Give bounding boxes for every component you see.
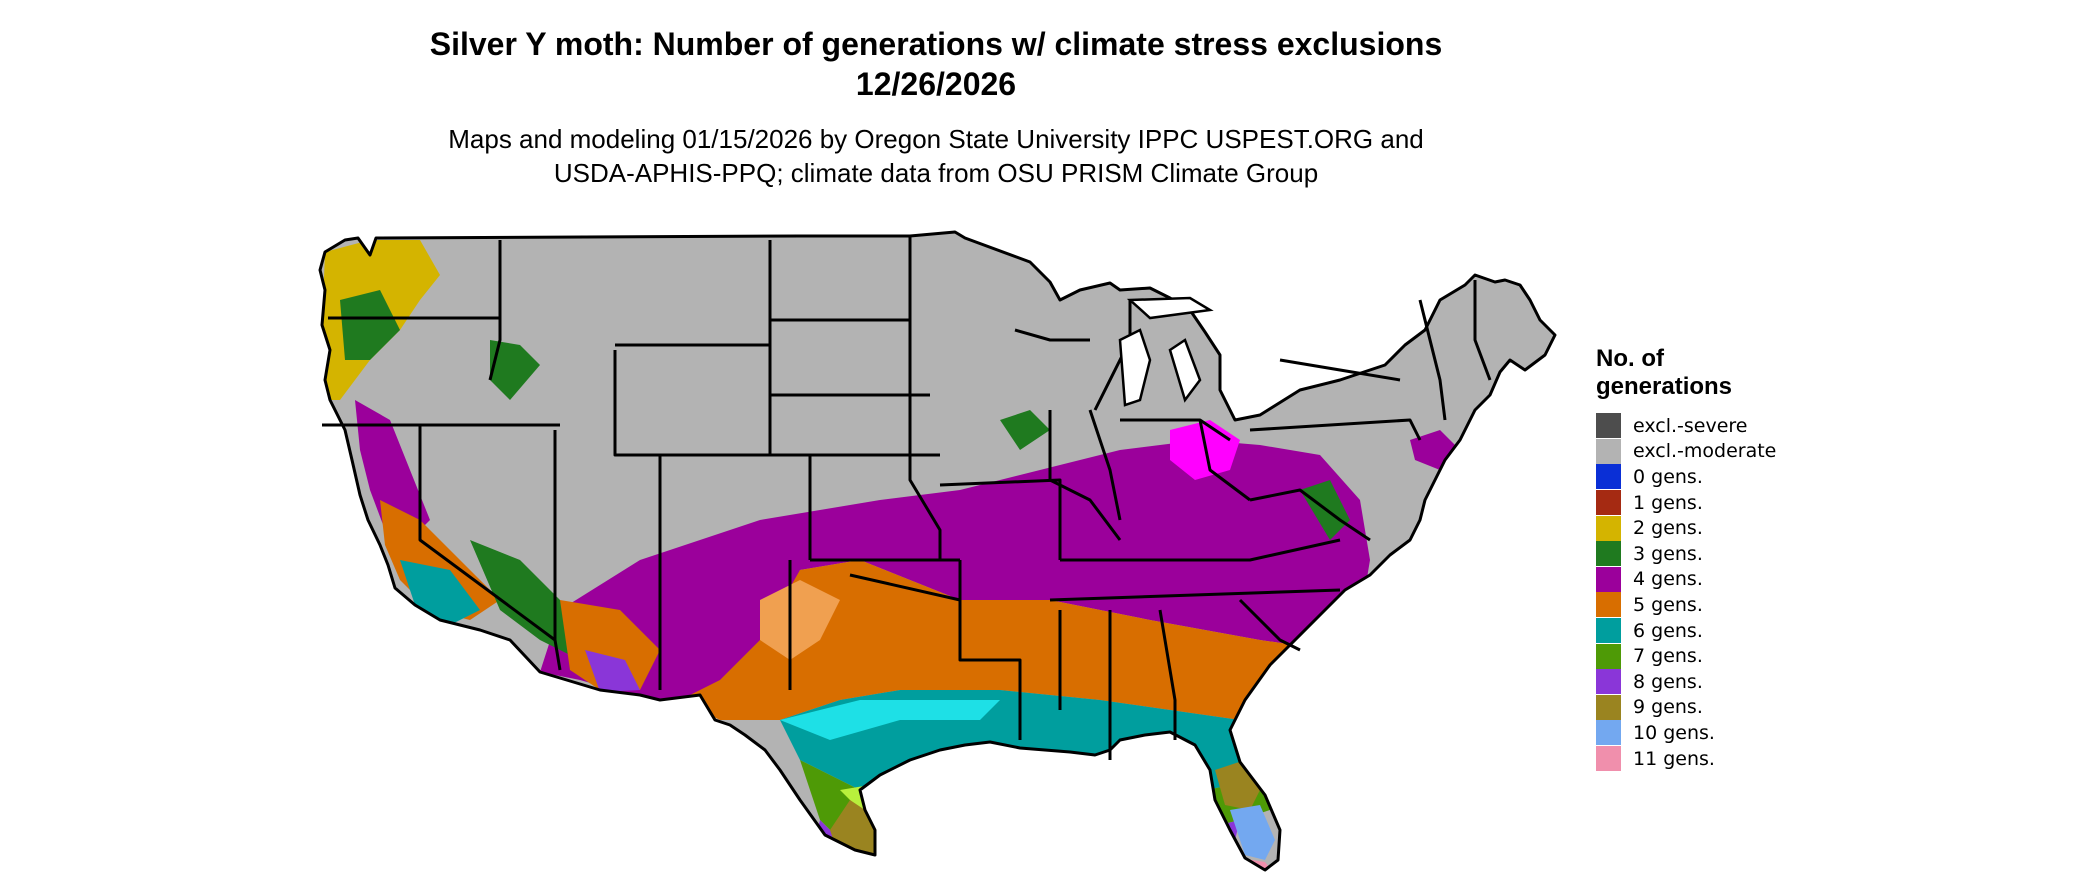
legend-label: 3 gens.	[1633, 542, 1703, 565]
legend-title-line-2: generations	[1596, 373, 1733, 400]
lake-michigan-shape	[1118, 328, 1152, 407]
legend-item: 3 gens.	[1596, 541, 1796, 567]
legend-item: 10 gens.	[1596, 720, 1796, 746]
legend-label: 0 gens.	[1633, 465, 1703, 488]
map-title: Silver Y moth: Number of generations w/ …	[0, 24, 1872, 104]
legend-label: 5 gens.	[1633, 593, 1703, 616]
legend-title-line-1: No. of	[1596, 345, 1664, 372]
legend-swatch	[1596, 413, 1621, 439]
border-pa	[1249, 418, 1422, 441]
legend-label: 10 gens.	[1633, 721, 1715, 744]
legend-item: 1 gens.	[1596, 490, 1796, 516]
legend-label: 11 gens.	[1633, 747, 1715, 770]
legend-item: 11 gens.	[1596, 746, 1796, 772]
border-ar	[958, 560, 1022, 740]
border-wisconsin	[1014, 328, 1090, 342]
subtitle-line-1: Maps and modeling 01/15/2026 by Oregon S…	[448, 124, 1424, 154]
border-me-nh	[1473, 280, 1492, 381]
zone-3-gens-northwest	[340, 290, 400, 360]
legend-label: 6 gens.	[1633, 619, 1703, 642]
country-outline	[318, 230, 1557, 872]
legend-swatch	[1596, 490, 1621, 516]
border-ca-nv	[418, 425, 562, 671]
legend-swatch	[1596, 694, 1621, 720]
legend-label: 9 gens.	[1633, 696, 1703, 719]
zone-6-gens-bright	[780, 700, 1000, 740]
border-tn-south	[1049, 588, 1341, 602]
zone-3-gens-idaho	[490, 340, 540, 400]
legend-item: excl.-severe	[1596, 413, 1796, 439]
zone-9-gens	[810, 860, 900, 870]
border-ny	[1279, 358, 1401, 382]
zone-5-gens-light	[760, 580, 840, 660]
legend-swatch	[1596, 541, 1621, 567]
border-il	[1048, 410, 1122, 541]
legend-item: 4 gens.	[1596, 566, 1796, 593]
zone-5-gens-arizona	[560, 600, 660, 690]
zone-10-gens-florida	[1230, 805, 1275, 860]
legend-label: 2 gens.	[1633, 517, 1703, 540]
title-line-1: Silver Y moth: Number of generations w/ …	[429, 26, 1443, 62]
legend-label: excl.-moderate	[1633, 440, 1777, 463]
map-subtitle: Maps and modeling 01/15/2026 by Oregon S…	[0, 122, 1872, 190]
subtitle-line-2: USDA-APHIS-PPQ; climate data from OSU PR…	[553, 158, 1319, 188]
border-mo	[939, 478, 1062, 560]
legend-label: 1 gens.	[1633, 491, 1703, 514]
lake-huron-shape	[1168, 338, 1202, 403]
lake-superior-shape	[1126, 296, 1214, 320]
legend-label: 4 gens.	[1633, 568, 1703, 591]
legend-label: 8 gens.	[1633, 670, 1703, 693]
legend-swatch	[1596, 566, 1621, 592]
border-oh-east	[1198, 419, 1251, 502]
state-boundaries	[318, 230, 1557, 872]
zone-4-gens-california	[355, 400, 430, 540]
legend-item: 5 gens.	[1596, 592, 1796, 618]
zone-8-gens-arizona	[585, 650, 640, 692]
legend-swatch	[1596, 464, 1621, 490]
zone-4-gens	[540, 440, 1370, 700]
legend-item: 9 gens.	[1596, 694, 1796, 721]
legend-swatch	[1596, 643, 1621, 669]
legend-swatch	[1596, 746, 1621, 772]
legend-label: 7 gens.	[1633, 645, 1703, 668]
legend-item: 2 gens.	[1596, 515, 1796, 541]
border-new-england	[1418, 299, 1447, 421]
title-date: 12/26/2026	[855, 66, 1017, 102]
border-wv-va	[1249, 488, 1371, 542]
legend-swatch	[1596, 618, 1621, 644]
zone-6-gens-california	[400, 560, 480, 625]
legend-item: 7 gens.	[1596, 643, 1796, 669]
border-ut-co	[613, 350, 812, 560]
legend-swatch	[1596, 592, 1621, 618]
border-al-ga	[1158, 609, 1177, 740]
legend-item: 6 gens.	[1596, 618, 1796, 644]
legend: No. of generations excl.-severe excl.-mod…	[1596, 345, 1796, 772]
border-id-mt	[488, 240, 502, 381]
border-ga-sc	[1238, 598, 1301, 652]
legend-swatch	[1596, 438, 1621, 464]
legend-items: excl.-severe excl.-moderate 0 gens. 1 gens.…	[1596, 413, 1796, 772]
zone-3-gens-midwest	[1000, 410, 1050, 450]
legend-item: 0 gens.	[1596, 464, 1796, 490]
border-tn-north	[1060, 538, 1341, 562]
legend-item: excl.-moderate	[1596, 438, 1796, 465]
legend-item: 8 gens.	[1596, 669, 1796, 695]
legend-swatch	[1596, 669, 1621, 695]
border-in	[1088, 409, 1122, 521]
legend-title: No. of generations	[1596, 345, 1796, 401]
border-dakota-mn	[908, 236, 942, 560]
legend-label: excl.-severe	[1633, 414, 1748, 437]
legend-swatch	[1596, 720, 1621, 746]
lake-islands	[1118, 296, 1214, 407]
legend-swatch	[1596, 515, 1621, 541]
zone-5-gens	[680, 560, 1370, 720]
